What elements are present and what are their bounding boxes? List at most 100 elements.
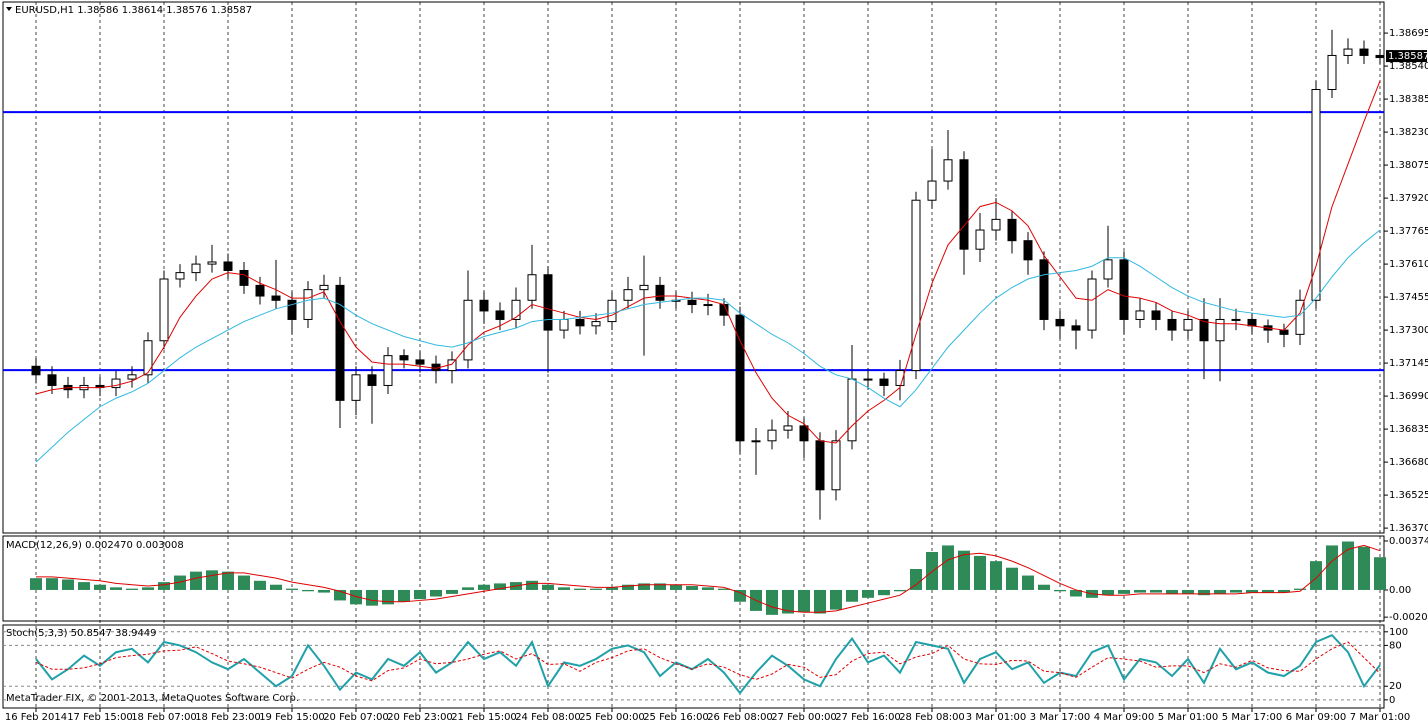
candle-body	[1279, 329, 1289, 335]
x-tick-label: 6 Mar 09:00	[1286, 712, 1346, 723]
candle-body	[367, 374, 377, 386]
macd-bar	[126, 588, 138, 590]
x-tick-label: 3 Mar 01:00	[966, 712, 1026, 723]
macd-bar	[1342, 541, 1354, 590]
footer-text: MetaTrader FIX, © 2001-2013, MetaQuotes …	[6, 693, 299, 704]
macd-bar	[814, 589, 826, 614]
candle-body	[271, 295, 281, 301]
candle-body	[1119, 259, 1129, 320]
y-tick-label: 1.36525	[1389, 490, 1428, 501]
x-tick-label: 25 Feb 00:00	[579, 712, 645, 723]
macd-bar	[430, 589, 442, 597]
macd-bar	[830, 589, 842, 610]
candle-body	[1375, 54, 1385, 59]
candle-body	[1055, 318, 1065, 327]
macd-bar	[1182, 589, 1194, 594]
candle-body	[591, 321, 601, 327]
macd-bar	[702, 587, 714, 590]
candle-body	[255, 284, 265, 297]
x-tick-label: 24 Feb 08:00	[515, 712, 581, 723]
stoch-signal	[35, 641, 1381, 682]
candle-body	[351, 374, 361, 401]
candle-body	[127, 374, 137, 380]
candle-body	[575, 318, 585, 327]
candle-body	[1231, 318, 1241, 321]
macd-bar	[382, 589, 394, 605]
candle-body	[767, 429, 777, 442]
macd-bar	[654, 583, 666, 590]
macd-bar	[1230, 589, 1242, 593]
macd-bar	[366, 589, 378, 606]
candle-body	[1359, 48, 1369, 56]
collapse-icon[interactable]	[6, 7, 12, 11]
panel-frame	[2, 1, 1385, 534]
y-tick-label: 1.38230	[1389, 127, 1428, 138]
macd-bar	[734, 589, 746, 602]
candle-body	[479, 299, 489, 312]
y-tick-label: 100	[1389, 627, 1408, 638]
candle-body	[623, 289, 633, 301]
macd-bar	[1150, 589, 1162, 593]
candle-body	[159, 278, 169, 342]
candle-body	[1135, 310, 1145, 320]
candle-body	[1087, 278, 1097, 331]
macd-bar	[766, 589, 778, 615]
macd-bar	[1102, 589, 1114, 596]
macd-bar	[270, 584, 282, 590]
candle-body	[831, 440, 841, 491]
y-tick-label: 1.37610	[1389, 259, 1428, 270]
candle-body	[847, 378, 857, 442]
macd-bar	[1246, 589, 1258, 593]
candle-body	[703, 304, 713, 307]
macd-bar	[302, 589, 314, 592]
x-tick-label: 21 Feb 15:00	[451, 712, 517, 723]
x-tick-label: 19 Feb 15:00	[259, 712, 325, 723]
macd-bar	[686, 586, 698, 590]
price-tag-box	[1386, 50, 1427, 63]
macd-bar	[46, 578, 58, 590]
macd-bar	[638, 583, 650, 590]
x-tick-label: 18 Feb 23:00	[195, 712, 261, 723]
macd-bar	[110, 587, 122, 590]
macd-bar	[974, 555, 986, 590]
x-tick-label: 3 Mar 17:00	[1030, 712, 1090, 723]
candle-body	[543, 274, 553, 331]
candle-body	[639, 284, 649, 291]
candle-body	[223, 261, 233, 271]
panel-frame	[2, 624, 1385, 709]
moving-average	[35, 229, 1381, 463]
candle-body	[687, 299, 697, 306]
candle-body	[991, 218, 1001, 231]
y-tick-label: 1.36990	[1389, 391, 1428, 402]
candle-body	[1327, 54, 1337, 91]
y-tick-label: 1.37300	[1389, 325, 1428, 336]
candle-body	[175, 272, 185, 280]
x-tick-label: 7 Mar 01:00	[1350, 712, 1410, 723]
candle-body	[47, 374, 57, 386]
macd-bar	[398, 589, 410, 602]
macd-bar	[1294, 588, 1306, 590]
macd-bar	[926, 551, 938, 590]
y-tick-label: 1.38075	[1389, 160, 1428, 171]
macd-bar	[1134, 589, 1146, 593]
candle-body	[495, 310, 505, 320]
candle-body	[1311, 89, 1321, 301]
candle-body	[783, 425, 793, 431]
y-tick-label: -0.002076	[1389, 612, 1428, 623]
y-tick-label: 1.38695	[1389, 28, 1428, 39]
y-tick-label: 1.37455	[1389, 292, 1428, 303]
macd-bar	[30, 578, 42, 590]
macd-bar	[254, 580, 266, 590]
macd-bar	[606, 587, 618, 590]
x-tick-label: 5 Mar 17:00	[1222, 712, 1282, 723]
candle-body	[143, 340, 153, 376]
y-tick-label: 1.38385	[1389, 94, 1428, 105]
y-tick-label: 1.38540	[1389, 61, 1428, 72]
candle-body	[207, 261, 217, 265]
candle-body	[895, 370, 905, 386]
y-tick-label: 1.36835	[1389, 424, 1428, 435]
candle-body	[1071, 325, 1081, 331]
candle-body	[399, 355, 409, 361]
